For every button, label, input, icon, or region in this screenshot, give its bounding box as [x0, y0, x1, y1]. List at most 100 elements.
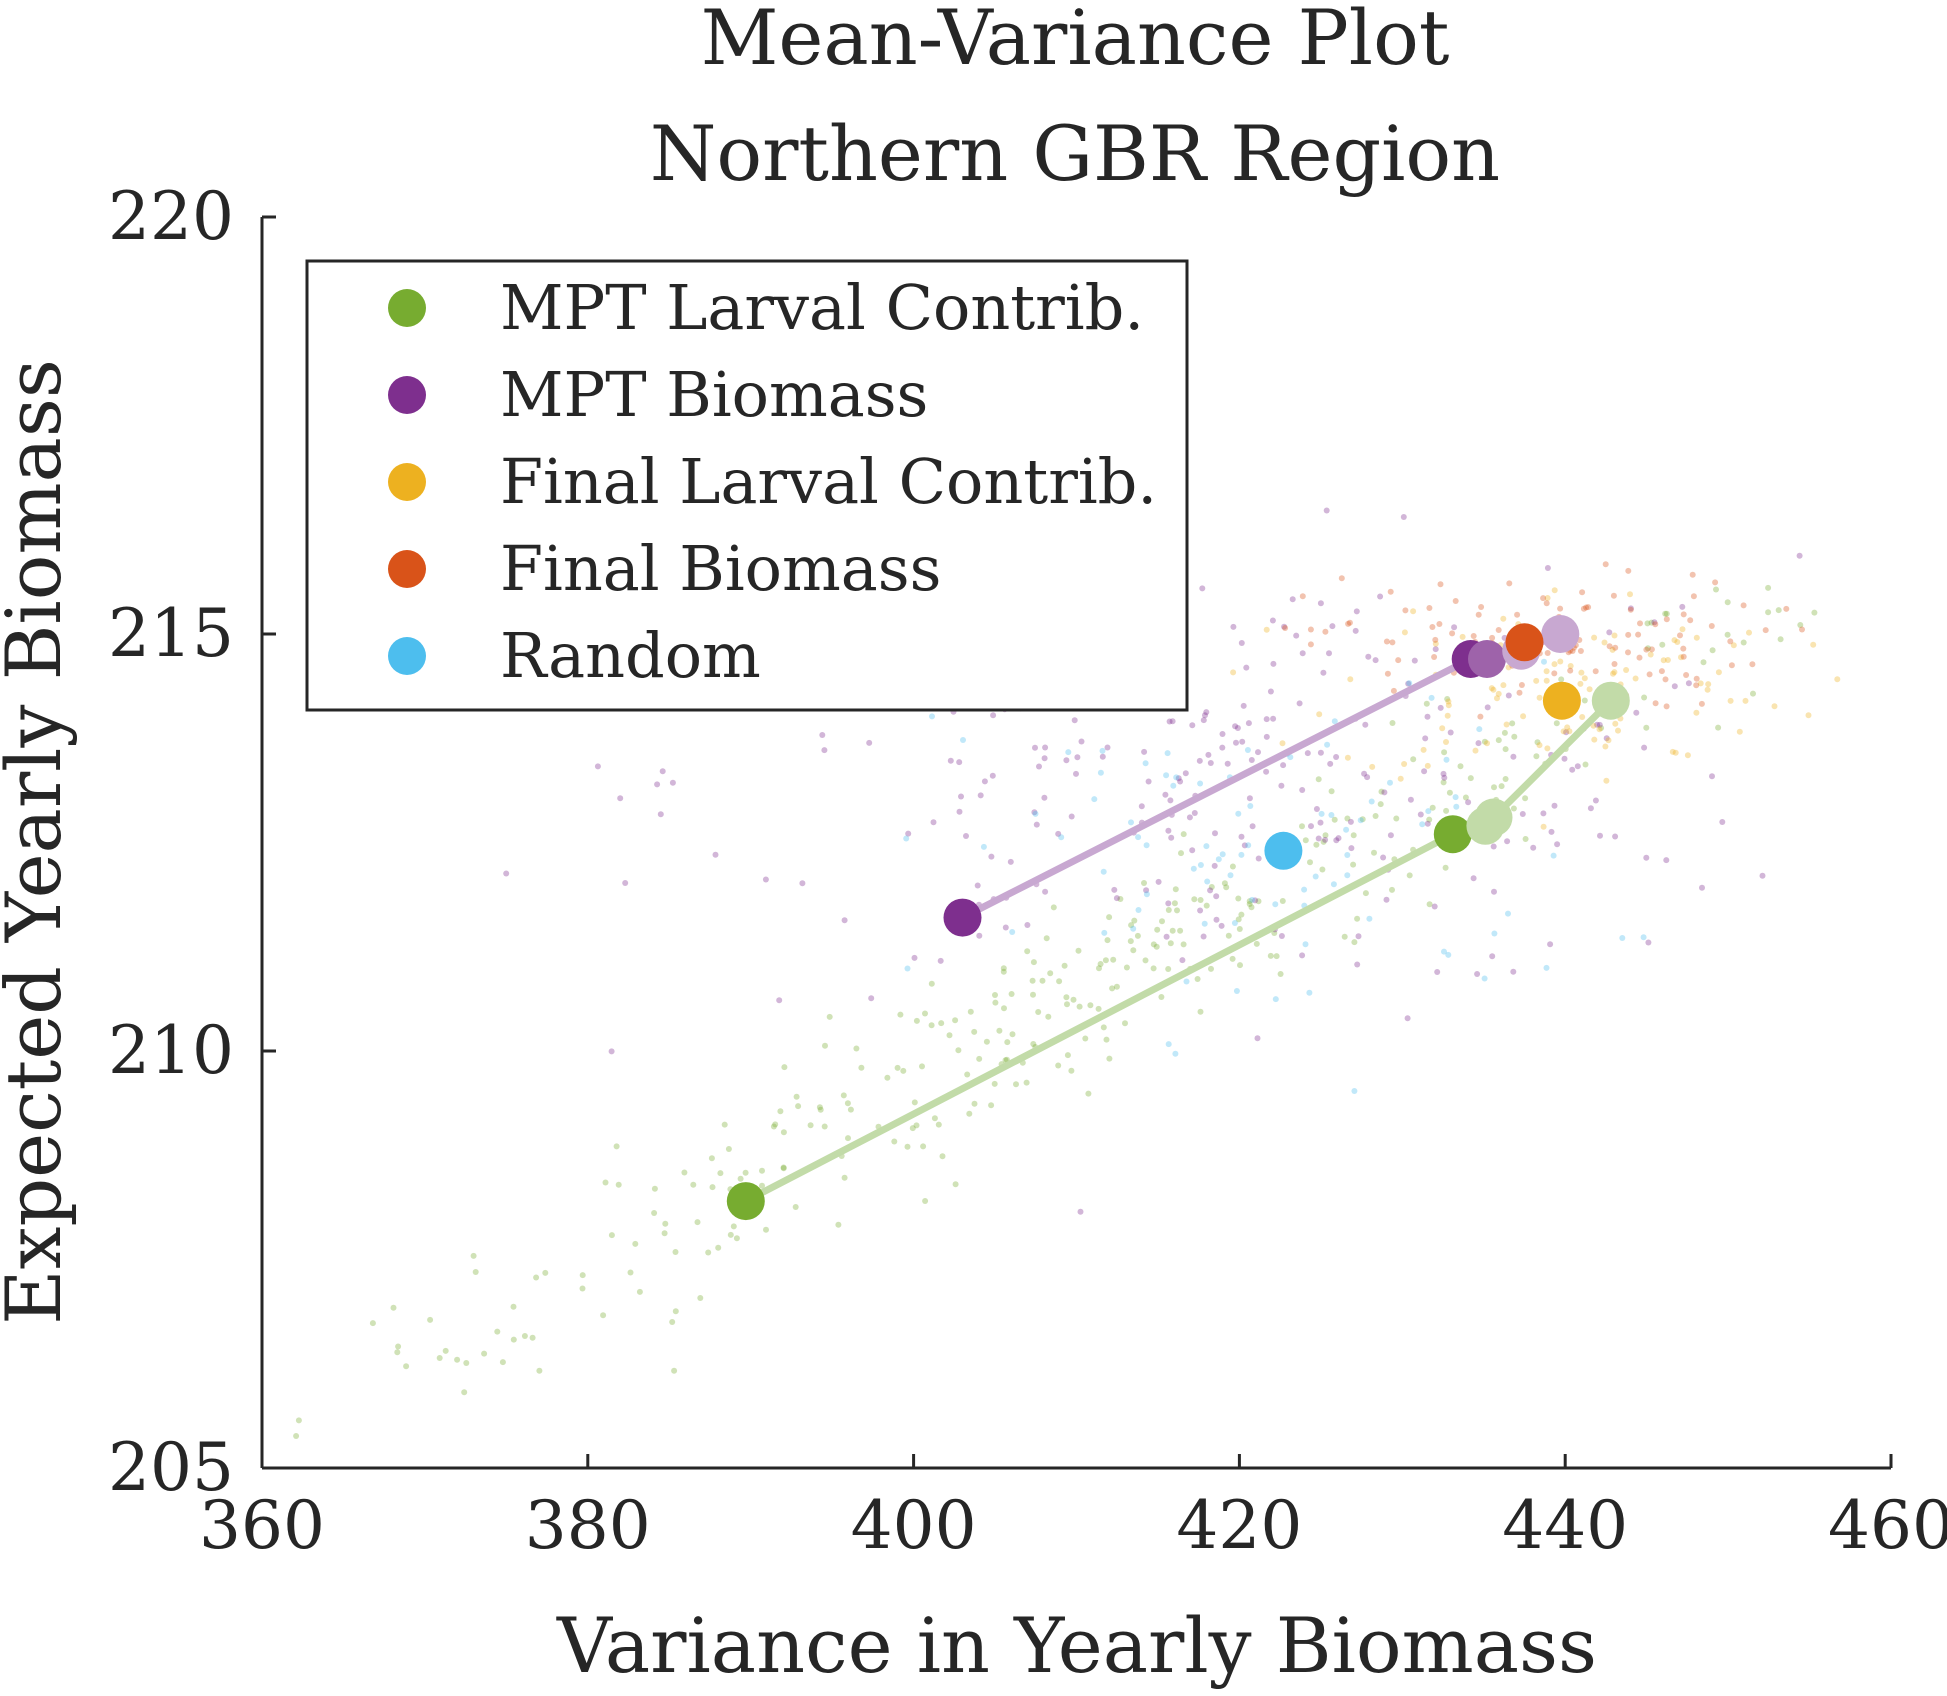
background-point — [1684, 752, 1691, 759]
background-point — [1551, 661, 1558, 668]
background-point — [1437, 581, 1444, 588]
background-point — [1740, 602, 1747, 609]
background-point — [1579, 714, 1586, 720]
background-point — [1610, 670, 1616, 677]
markers-final-biomass — [1505, 623, 1544, 662]
marker-final-biomass — [1505, 623, 1544, 662]
background-point — [1381, 789, 1388, 796]
legend-swatch — [388, 289, 426, 327]
background-point — [1255, 855, 1262, 862]
background-point — [503, 870, 510, 877]
legend-item-mpt-biomass: MPT Biomass — [388, 358, 928, 431]
background-point — [1372, 657, 1379, 664]
background-point — [905, 830, 912, 837]
background-point — [1173, 774, 1180, 781]
background-point — [1362, 721, 1369, 728]
background-point — [1612, 644, 1619, 651]
background-point — [1218, 922, 1225, 929]
background-point — [1313, 841, 1320, 848]
background-point — [697, 1295, 704, 1301]
background-point — [1719, 819, 1726, 825]
background-point — [1417, 811, 1424, 818]
background-point — [1238, 911, 1245, 918]
background-point — [1419, 821, 1426, 828]
background-point — [1410, 756, 1417, 763]
background-point — [1263, 768, 1270, 775]
background-point — [1041, 755, 1048, 762]
background-point — [1477, 713, 1484, 720]
background-point — [1659, 641, 1666, 648]
background-point — [1183, 978, 1190, 985]
background-point — [1165, 1041, 1172, 1048]
background-point — [939, 1153, 946, 1160]
background-point — [1636, 654, 1643, 661]
background-point — [1384, 670, 1391, 677]
background-point — [1004, 1039, 1011, 1046]
background-point — [1162, 791, 1169, 798]
background-point — [1289, 596, 1296, 603]
background-point — [1279, 898, 1286, 904]
background-point — [1750, 690, 1756, 697]
background-point — [1609, 646, 1616, 653]
background-point — [1440, 779, 1447, 786]
background-point — [911, 1099, 918, 1106]
background-point — [1197, 780, 1204, 787]
background-point — [1036, 763, 1042, 770]
background-point — [1056, 978, 1063, 985]
background-point — [1709, 773, 1715, 780]
background-point — [967, 1008, 974, 1015]
background-point — [1424, 762, 1431, 769]
background-point — [1406, 872, 1413, 879]
background-point — [1035, 1009, 1042, 1015]
background-point — [1563, 729, 1570, 736]
background-point — [1362, 890, 1369, 897]
background-point — [1500, 682, 1507, 689]
background-point — [1426, 816, 1433, 823]
background-point — [1172, 886, 1179, 893]
background-point — [1404, 1015, 1411, 1022]
background-point — [1263, 716, 1270, 723]
background-point — [654, 781, 661, 788]
background-point — [463, 1360, 470, 1366]
background-point — [1592, 668, 1599, 675]
background-point — [1834, 676, 1841, 683]
background-point — [1543, 964, 1550, 971]
background-point — [1510, 805, 1517, 812]
background-point — [1042, 744, 1049, 751]
background-point — [1402, 607, 1409, 614]
background-point — [1033, 821, 1040, 828]
background-point — [841, 1174, 848, 1181]
x-tick-label: 400 — [851, 1487, 977, 1564]
background-point — [1240, 702, 1247, 709]
background-point — [793, 1093, 800, 1100]
x-tick-label: 460 — [1828, 1487, 1947, 1564]
background-point — [1200, 717, 1207, 724]
background-point — [725, 1146, 732, 1152]
background-point — [1603, 777, 1610, 784]
marker-mpt-larval-contrib — [1474, 798, 1513, 837]
background-point — [1357, 817, 1364, 824]
legend-label: MPT Larval Contrib. — [500, 271, 1144, 344]
background-point — [1697, 680, 1704, 687]
background-point — [1566, 728, 1573, 735]
background-point — [1680, 611, 1687, 618]
background-point — [1647, 651, 1654, 658]
background-point — [1401, 761, 1408, 767]
background-point — [1127, 938, 1134, 945]
background-point — [672, 1308, 679, 1315]
legend-swatch — [388, 550, 426, 588]
background-point — [1316, 711, 1323, 718]
background-point — [1238, 640, 1245, 646]
background-point — [627, 1269, 634, 1276]
background-point — [1451, 624, 1458, 631]
background-point — [1443, 739, 1449, 745]
background-point — [1663, 857, 1670, 864]
background-point — [1213, 893, 1220, 900]
background-point — [1708, 623, 1715, 629]
background-point — [1061, 962, 1068, 969]
background-point — [1312, 873, 1319, 880]
background-point — [1320, 838, 1327, 845]
background-point — [1623, 667, 1630, 673]
background-point — [992, 999, 999, 1006]
background-point — [1514, 611, 1521, 618]
